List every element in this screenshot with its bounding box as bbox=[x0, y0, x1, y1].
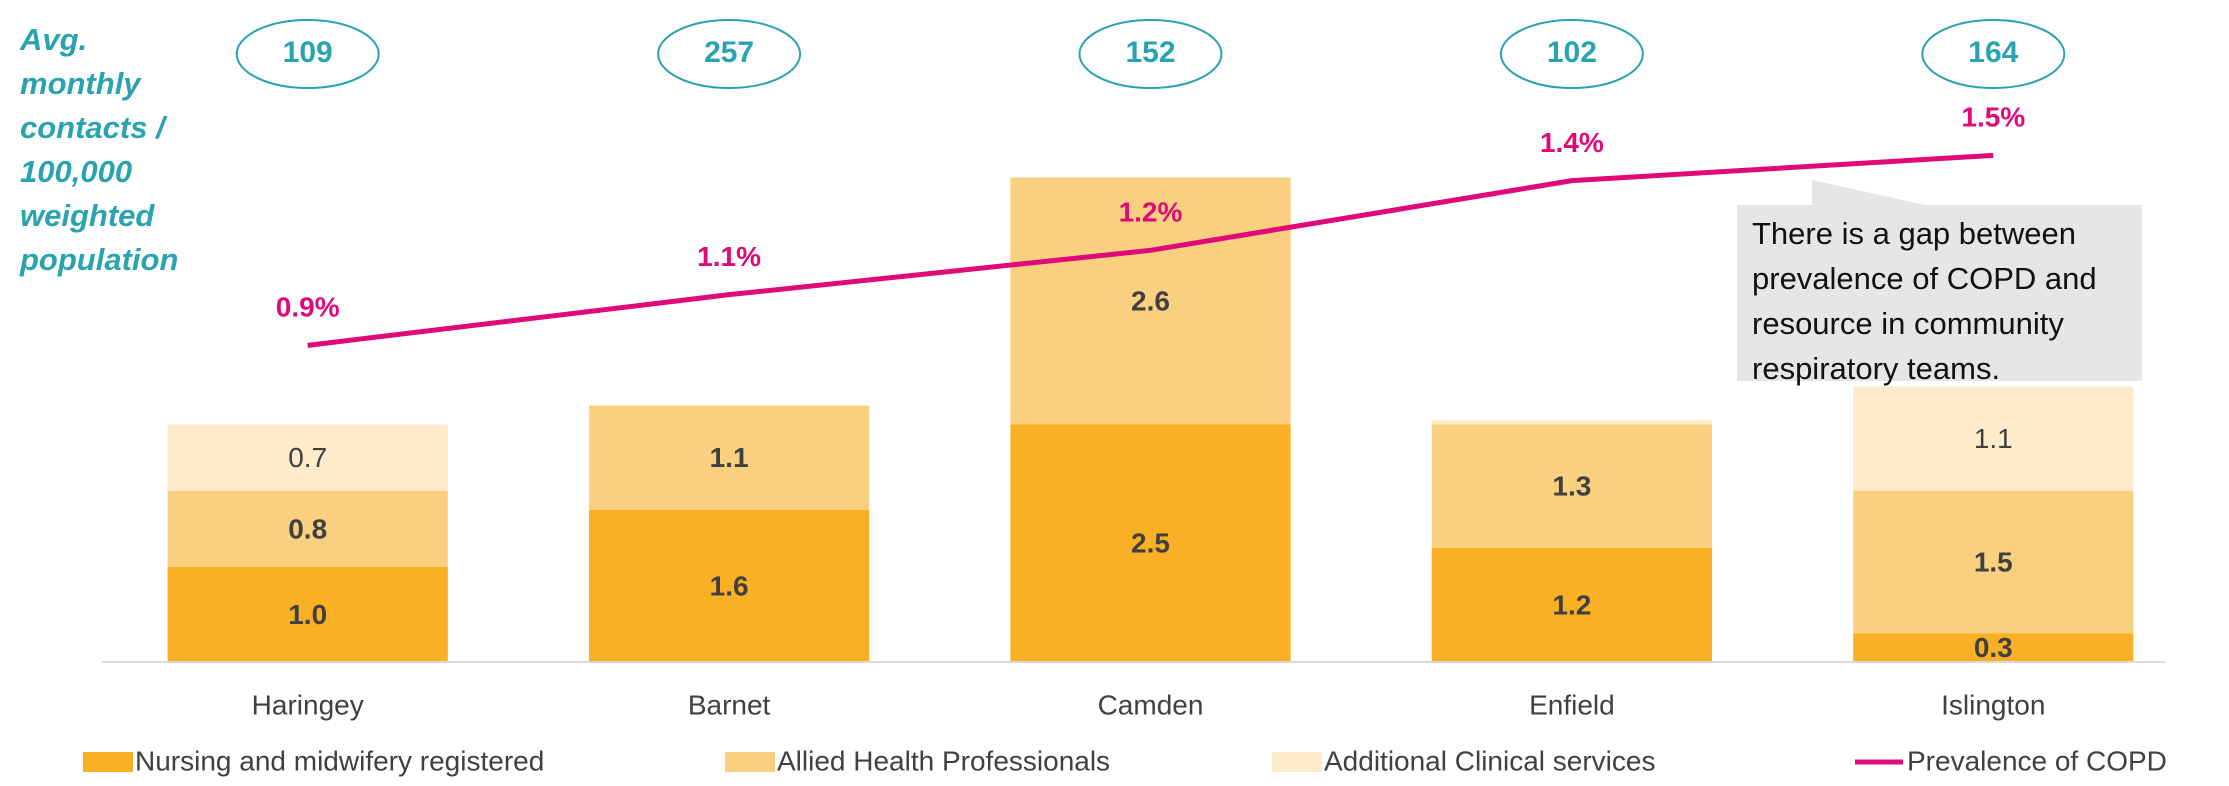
data-label: 1.0 bbox=[288, 599, 327, 630]
line bbox=[307, 152, 1994, 348]
bar-segment bbox=[1431, 419, 1713, 425]
bar-segment bbox=[1431, 548, 1713, 662]
bar-segment bbox=[167, 491, 448, 567]
line-label: 1.5% bbox=[1961, 102, 2025, 133]
bar-segment bbox=[1853, 386, 2134, 491]
line-label: 0.9% bbox=[276, 292, 340, 323]
data-label: 1.3 bbox=[1552, 471, 1591, 502]
y-axis-label: Avg. monthly contacts / 100,000 weighted… bbox=[20, 22, 179, 277]
legend-label: Allied Health Professionals bbox=[777, 745, 1110, 776]
data-label: 1.5 bbox=[1974, 547, 2013, 578]
x-tick-label: Haringey bbox=[252, 689, 364, 720]
bar-segment bbox=[588, 405, 870, 510]
contact-oval bbox=[1921, 19, 2066, 89]
data-label: 0.8 bbox=[288, 513, 327, 544]
x-tick-label: Islington bbox=[1941, 689, 2045, 720]
contact-value: 164 bbox=[1968, 36, 2018, 69]
contact-value: 257 bbox=[704, 36, 754, 69]
legend-swatch bbox=[83, 752, 133, 772]
legend-label: Additional Clinical services bbox=[1324, 745, 1655, 776]
data-label: 0.3 bbox=[1974, 632, 2013, 663]
legend-label: Prevalence of COPD bbox=[1907, 745, 2167, 776]
line-label: 1.2% bbox=[1119, 197, 1183, 228]
bar-segment bbox=[167, 424, 448, 491]
legend-label: Nursing and midwifery registered bbox=[135, 745, 544, 776]
line-label: 1.1% bbox=[697, 241, 761, 272]
data-label: 1.2 bbox=[1552, 589, 1591, 620]
callout-pointer bbox=[1812, 180, 1925, 205]
contact-oval bbox=[1499, 19, 1644, 89]
legend-swatch bbox=[1272, 752, 1322, 772]
x-tick-label: Camden bbox=[1098, 689, 1204, 720]
x-tick-label: Barnet bbox=[688, 689, 771, 720]
data-label: 0.7 bbox=[288, 442, 327, 473]
bar-segment bbox=[588, 510, 870, 662]
data-label: 1.1 bbox=[710, 442, 749, 473]
bar-segment bbox=[1010, 424, 1291, 662]
contact-oval bbox=[235, 19, 380, 89]
contact-value: 152 bbox=[1125, 36, 1175, 69]
bar-segment bbox=[1853, 633, 2134, 662]
contact-oval bbox=[657, 19, 802, 89]
data-label: 1.6 bbox=[710, 570, 749, 601]
data-label: 2.5 bbox=[1131, 528, 1170, 559]
bar-segment bbox=[167, 567, 448, 662]
bar-segment bbox=[1010, 177, 1291, 425]
legend-swatch bbox=[725, 752, 775, 772]
bar-segment bbox=[1853, 491, 2134, 634]
x-tick-label: Enfield bbox=[1529, 689, 1615, 720]
data-label: 2.6 bbox=[1131, 285, 1170, 316]
annotation: There is a gap between prevalence of COP… bbox=[1737, 205, 2142, 386]
contact-oval bbox=[1078, 19, 1223, 89]
bar-segment bbox=[1431, 424, 1713, 548]
data-label: 1.1 bbox=[1974, 423, 2013, 454]
contact-value: 109 bbox=[283, 36, 333, 69]
contact-value: 102 bbox=[1547, 36, 1597, 69]
line-label: 1.4% bbox=[1540, 127, 1604, 158]
